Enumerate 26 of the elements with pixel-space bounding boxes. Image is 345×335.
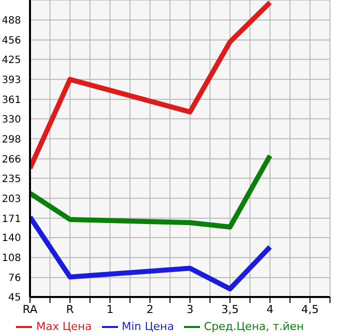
y-tick-label: 393	[2, 74, 21, 86]
x-tick-label: 4	[266, 302, 274, 316]
legend-label: Сред.Цена, т.йен	[204, 320, 304, 334]
x-tick-label: 1	[106, 302, 114, 316]
y-tick-label: 330	[2, 114, 21, 126]
legend-label: Min Цена	[122, 320, 174, 334]
x-tick-label: 3,5	[221, 302, 239, 316]
x-tick-label: R	[66, 302, 74, 316]
y-tick-label: 235	[2, 174, 21, 185]
y-tick-label: 203	[2, 194, 21, 205]
y-tick-label: 298	[2, 134, 21, 146]
y-tick-label: 456	[2, 36, 21, 47]
x-tick-label: 3	[186, 302, 194, 316]
y-tick-label: 108	[2, 253, 21, 264]
y-tick-label: 488	[2, 16, 21, 27]
y-tick-label: 266	[2, 154, 21, 166]
y-tick-label: 140	[2, 233, 21, 244]
legend-label: Max Цена	[36, 320, 92, 334]
y-tick-label: 425	[2, 54, 21, 66]
x-tick-label: 2	[146, 302, 154, 316]
x-tick-label: 4,5	[301, 302, 319, 316]
y-tick-label: 45	[8, 292, 21, 304]
x-tick-label: RA	[22, 302, 38, 316]
y-tick-label: 76	[8, 273, 21, 284]
y-tick-label: 361	[2, 94, 21, 106]
y-tick-label: 171	[2, 214, 21, 225]
